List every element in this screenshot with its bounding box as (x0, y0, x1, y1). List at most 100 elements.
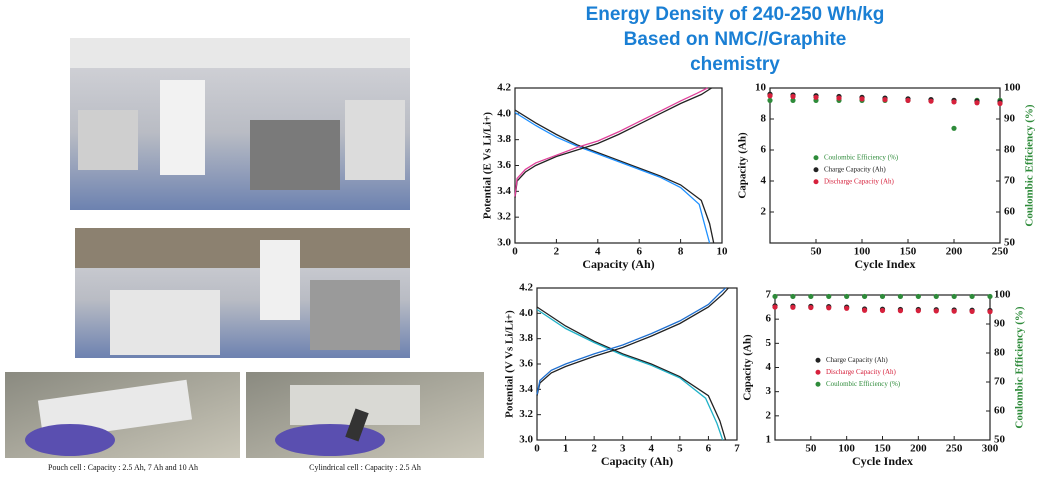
photo-lab-2 (75, 228, 410, 358)
x-tick-label: 1 (563, 443, 569, 455)
legend-label: Coulombic Efficiency (%) (826, 380, 901, 388)
y-tick-label: 6 (761, 144, 767, 156)
point (808, 294, 813, 299)
y2-tick-label: 100 (1004, 82, 1021, 94)
point (862, 294, 867, 299)
y-tick-label: 3.2 (519, 408, 533, 420)
point (951, 99, 956, 104)
point (987, 294, 992, 299)
legend-marker (816, 382, 821, 387)
legend-label: Charge Capacity (Ah) (826, 356, 888, 364)
point (826, 294, 831, 299)
x-tick-label: 4 (649, 443, 655, 455)
x-tick-label: 50 (811, 246, 823, 258)
x-tick-label: 2 (591, 443, 597, 455)
y-tick-label: 3.8 (497, 133, 511, 145)
point (767, 98, 772, 103)
point (934, 294, 939, 299)
x-axis-label: Capacity (Ah) (582, 257, 654, 271)
y-axis-label: Capacity (Ah) (737, 132, 749, 199)
y-tick-label: 3.2 (497, 211, 511, 223)
y-tick-label: 7 (766, 289, 772, 301)
y2-tick-label: 70 (1004, 175, 1016, 187)
x-tick-label: 250 (946, 443, 963, 455)
y-tick-label: 4.0 (519, 307, 533, 319)
x-tick-label: 100 (838, 443, 855, 455)
y2-tick-label: 90 (1004, 113, 1016, 125)
point (772, 304, 777, 309)
y-tick-label: 3 (766, 385, 772, 397)
x-tick-label: 150 (874, 443, 891, 455)
x-tick-label: 4 (595, 246, 601, 258)
photo-cylindrical-cell (246, 372, 484, 458)
y-tick-label: 4 (761, 175, 767, 187)
point (928, 99, 933, 104)
y-tick-label: 8 (761, 113, 767, 125)
point (898, 308, 903, 313)
y-tick-label: 4.0 (497, 107, 511, 119)
point (808, 305, 813, 310)
point (951, 126, 956, 131)
x-axis-label: Capacity (Ah) (601, 454, 673, 468)
point (880, 294, 885, 299)
point (790, 94, 795, 99)
x-tick-label: 50 (805, 443, 817, 455)
point (836, 95, 841, 100)
point (997, 101, 1002, 106)
point (790, 294, 795, 299)
point (859, 96, 864, 101)
x-tick-label: 7 (734, 443, 740, 455)
point (916, 308, 921, 313)
point (882, 97, 887, 102)
y-tick-label: 4.2 (497, 82, 511, 94)
y-tick-label: 6 (766, 313, 772, 325)
point (772, 294, 777, 299)
y2-tick-label: 60 (994, 405, 1006, 417)
point (790, 305, 795, 310)
title: Based on NMC//Graphite (624, 29, 847, 50)
y-axis-label: Potential (E Vs Li/Li+) (482, 112, 494, 220)
legend-label: Charge Capacity (Ah) (824, 165, 886, 173)
photo-pouch-cell (5, 372, 240, 458)
x-tick-label: 2 (554, 246, 560, 258)
x-tick-label: 5 (677, 443, 683, 455)
slide: Pouch cell : Capacity : 2.5 Ah, 7 Ah and… (0, 0, 1043, 486)
y2-tick-label: 90 (994, 318, 1006, 330)
y-tick-label: 3.6 (497, 159, 511, 171)
y2-axis-label: Coulombic Efficiency (%) (1014, 306, 1026, 429)
x-tick-label: 6 (636, 246, 642, 258)
point (905, 98, 910, 103)
y-axis-label: Capacity (Ah) (742, 334, 754, 401)
y-tick-label: 1 (766, 434, 772, 446)
photo-lab-1 (70, 38, 410, 210)
y2-tick-label: 100 (994, 289, 1011, 301)
y-tick-label: 2 (766, 409, 772, 421)
y-tick-label: 5 (766, 337, 772, 349)
point (987, 309, 992, 314)
point (844, 306, 849, 311)
legend-marker (816, 370, 821, 375)
point (934, 308, 939, 313)
x-tick-label: 6 (706, 443, 712, 455)
y2-tick-label: 70 (994, 376, 1006, 388)
y-tick-label: 3.4 (519, 383, 533, 395)
point (767, 93, 772, 98)
x-tick-label: 10 (717, 246, 729, 258)
y2-axis-label: Coulombic Efficiency (%) (1024, 104, 1036, 227)
y-tick-label: 4.2 (519, 282, 533, 294)
y-tick-label: 2 (761, 206, 767, 218)
point (952, 294, 957, 299)
point (880, 308, 885, 313)
y2-tick-label: 80 (994, 347, 1006, 359)
legend-label: Coulombic Efficiency (%) (824, 153, 899, 161)
y-axis-label: Potential (V Vs Li/Li+) (504, 310, 516, 418)
y-tick-label: 10 (755, 82, 767, 94)
x-tick-label: 8 (678, 246, 684, 258)
x-tick-label: 150 (900, 246, 917, 258)
point (813, 95, 818, 100)
y2-tick-label: 80 (1004, 144, 1016, 156)
y-tick-label: 3.4 (497, 185, 511, 197)
title: Energy Density of 240-250 Wh/kg (586, 4, 885, 25)
y2-tick-label: 50 (1004, 237, 1016, 249)
y-tick-label: 3.8 (519, 332, 533, 344)
